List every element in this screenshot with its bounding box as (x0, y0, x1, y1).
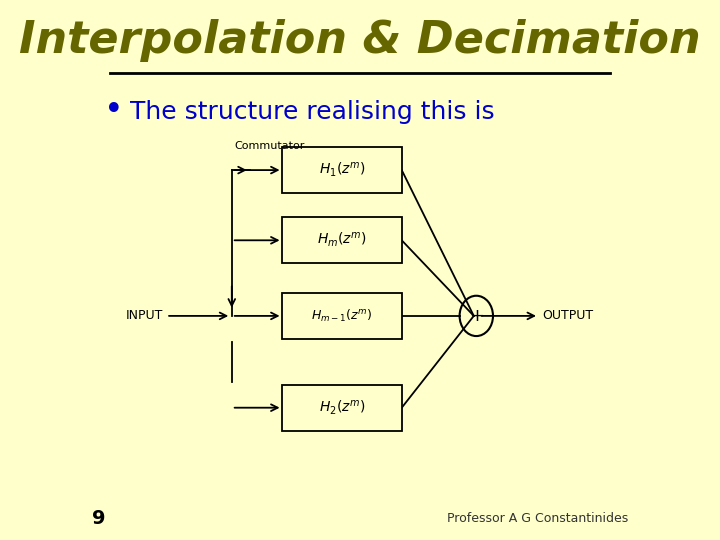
FancyBboxPatch shape (282, 217, 402, 263)
Text: Interpolation & Decimation: Interpolation & Decimation (19, 19, 701, 62)
FancyBboxPatch shape (282, 147, 402, 193)
Text: OUTPUT: OUTPUT (542, 309, 593, 322)
Text: +: + (469, 307, 484, 325)
Text: $H_2(z^m)$: $H_2(z^m)$ (319, 399, 365, 417)
Text: •: • (104, 94, 123, 127)
Text: 9: 9 (91, 509, 105, 528)
FancyBboxPatch shape (282, 384, 402, 431)
Text: $H_{m-1}(z^m)$: $H_{m-1}(z^m)$ (312, 308, 373, 324)
Text: The structure realising this is: The structure realising this is (130, 100, 495, 124)
Text: Professor A G Constantinides: Professor A G Constantinides (447, 512, 629, 525)
Text: INPUT: INPUT (126, 309, 163, 322)
Text: $H_1(z^m)$: $H_1(z^m)$ (319, 161, 365, 179)
Text: $H_m(z^m)$: $H_m(z^m)$ (318, 231, 367, 249)
Text: Commutator: Commutator (235, 141, 305, 151)
FancyBboxPatch shape (282, 293, 402, 339)
